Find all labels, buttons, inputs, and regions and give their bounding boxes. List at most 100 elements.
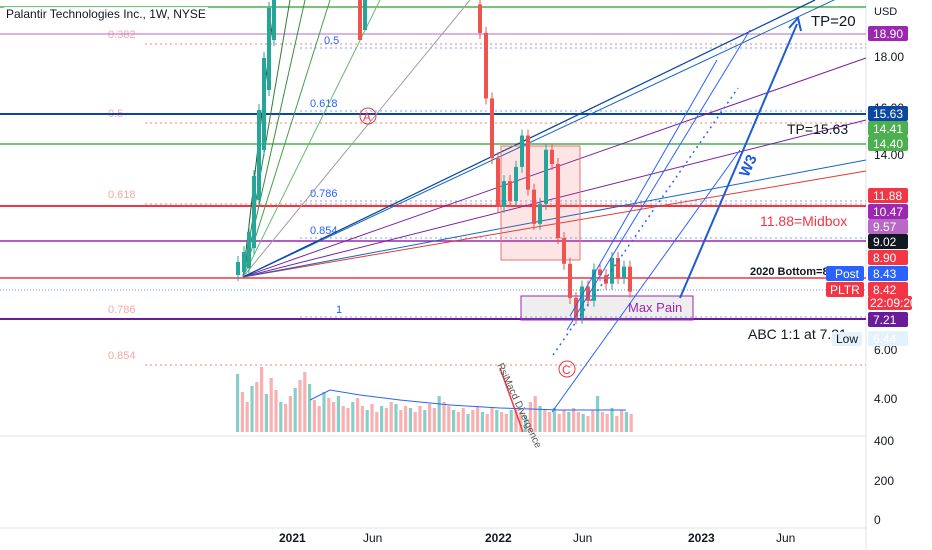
- price-label-badge: [868, 282, 908, 297]
- time-axis: 2021 Jun 2022 Jun 2023 Jun: [279, 531, 795, 545]
- price-label-badge: [868, 106, 908, 121]
- channel-lower: [551, 149, 741, 413]
- price-zones: [500, 145, 694, 321]
- price-label-text: 15.63: [873, 107, 903, 121]
- volume-bar: [480, 412, 484, 432]
- volume-bar: [442, 402, 446, 432]
- candle-body: [267, 8, 271, 90]
- price-label-badge: [868, 188, 908, 203]
- volume-bar: [572, 408, 576, 432]
- price-label-text: 7.21: [873, 313, 897, 327]
- wave-c-marker: [558, 360, 576, 378]
- fib-mid-label: 0.5: [324, 35, 339, 47]
- fan-line: [242, 0, 836, 278]
- volume-bar: [413, 412, 417, 432]
- time-tick-label: Jun: [363, 531, 382, 545]
- symbol-badge: [826, 282, 864, 297]
- price-label-badge: [868, 204, 908, 219]
- volume-bar: [610, 408, 614, 432]
- volume-bar: [274, 390, 278, 432]
- fib-mid-label: 0.786: [310, 188, 338, 200]
- volume-bar: [524, 416, 528, 432]
- volume-bar: [336, 396, 340, 432]
- fan-line: [242, 170, 867, 278]
- price-label-badge: [868, 26, 908, 41]
- grid: [0, 0, 867, 550]
- volume-bar: [356, 398, 360, 432]
- candle-body: [257, 110, 261, 200]
- low-badge: [832, 332, 862, 346]
- volume-bar: [269, 378, 273, 432]
- candle-body: [586, 286, 590, 301]
- countdown-badge: [868, 296, 912, 310]
- volume-bar: [586, 416, 590, 432]
- volume-bar: [303, 372, 307, 432]
- volume-bar: [624, 412, 628, 432]
- volume-bar: [327, 398, 331, 432]
- time-tick-label: Jun: [573, 531, 592, 545]
- candle-body: [562, 238, 566, 264]
- chart-title: Palantir Technologies Inc., 1W, NYSE: [4, 7, 208, 21]
- fan-line: [242, 0, 471, 278]
- price-label-text: 8.90: [873, 251, 897, 265]
- volume-bar: [250, 386, 254, 432]
- candle-body: [556, 164, 560, 239]
- volume-bar: [552, 408, 556, 432]
- volume-bar: [346, 408, 350, 432]
- price-tick-label: 4.00: [874, 392, 898, 406]
- fib-left-label: 0.382: [108, 29, 136, 41]
- volume-bar: [360, 406, 364, 432]
- volume-ma-line: [309, 389, 626, 411]
- volume-bar: [240, 392, 244, 432]
- price-label-text: 9.02: [873, 235, 897, 249]
- fib-left-label: 0.786: [108, 304, 136, 316]
- price-label-badge: [868, 136, 908, 151]
- price-tick-label: 6.00: [874, 343, 898, 357]
- time-tick-label: 2022: [485, 531, 512, 545]
- volume-bar: [600, 412, 604, 432]
- volume-bar: [423, 410, 427, 432]
- candle-body: [252, 176, 256, 248]
- candle-body: [496, 158, 500, 207]
- volume-bar: [418, 406, 422, 432]
- candle-body: [262, 58, 266, 150]
- candle-body: [544, 149, 548, 204]
- candle-body: [363, 0, 367, 30]
- price-label-text: 8.43: [873, 267, 897, 281]
- volume-bar: [456, 412, 460, 432]
- fib-mid-label: 0.854: [310, 225, 338, 237]
- fan-line: [242, 119, 867, 278]
- volume-bar: [629, 414, 633, 432]
- candle-body: [628, 266, 632, 292]
- candle-body: [598, 269, 602, 276]
- volume-bar: [490, 408, 494, 432]
- price-label-text: 6.44: [873, 332, 897, 346]
- post-badge-text: Post: [835, 267, 860, 281]
- volume-bar: [533, 396, 537, 432]
- fan-line: [242, 57, 867, 278]
- volume-bar: [255, 382, 259, 432]
- volume-bar: [236, 374, 240, 432]
- volume-bar: [375, 412, 379, 432]
- symbol-badge-text: PLTR: [830, 283, 860, 297]
- volume-bar: [509, 410, 513, 432]
- candle-body: [272, 0, 276, 40]
- volume-bar: [312, 400, 316, 432]
- volume-bar: [408, 408, 412, 432]
- candle-body: [550, 149, 554, 164]
- price-label-badge: [868, 121, 908, 136]
- volume-bar: [495, 410, 499, 432]
- time-tick-label: 2023: [688, 531, 715, 545]
- volume-bar: [466, 414, 470, 432]
- candle-body: [247, 232, 251, 268]
- volume-bar: [399, 410, 403, 432]
- volume-bar: [332, 402, 336, 432]
- volume-bar: [548, 412, 552, 432]
- volume-bar: [504, 414, 508, 432]
- volume-bar: [500, 412, 504, 432]
- price-label-badge: [868, 234, 908, 249]
- fib-mid-label: 1: [336, 304, 342, 316]
- volume-bar: [620, 410, 624, 432]
- price-tick-label: 14.00: [874, 148, 904, 162]
